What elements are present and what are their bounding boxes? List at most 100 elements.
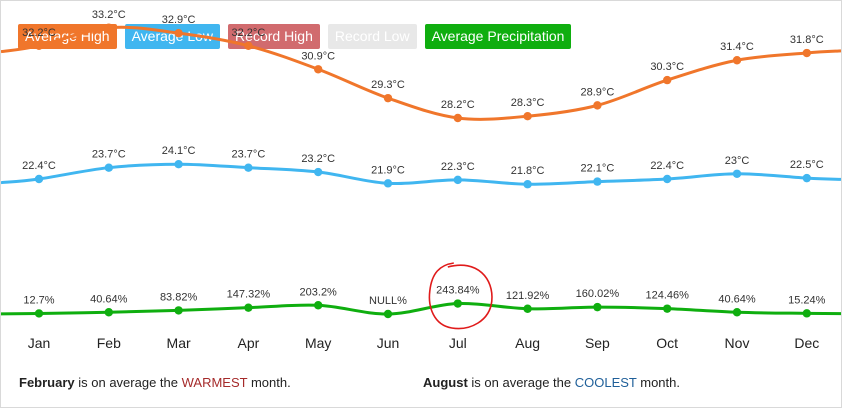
- month-tick-label: Jun: [377, 335, 400, 351]
- average-low-data-label: 23.7°C: [232, 149, 266, 161]
- average-precipitation-point: [244, 303, 253, 312]
- average-high-point: [104, 23, 114, 32]
- month-tick-label: Aug: [515, 335, 540, 351]
- average-high-line: [1, 25, 841, 121]
- line-chart: 32.2°C 33.2°C 32.9°C 32.2°C 30.9°C 29.3°C 28.2…: [1, 9, 841, 351]
- average-precipitation-data-label: NULL%: [369, 295, 407, 307]
- average-precipitation-data-label: 12.7%: [23, 294, 54, 306]
- average-precipitation-point: [174, 306, 183, 315]
- warmest-month: February: [19, 375, 75, 390]
- average-high-data-label: 32.2°C: [232, 27, 266, 39]
- month-tick-label: Jan: [28, 335, 51, 351]
- average-precipitation-point: [732, 308, 742, 317]
- average-precipitation-point: [523, 304, 532, 313]
- average-precipitation-data-label: 83.82%: [160, 291, 198, 303]
- average-high-point: [523, 111, 532, 121]
- legend-record-low-button[interactable]: Record Low: [327, 24, 417, 49]
- annotation-circle: [428, 262, 493, 330]
- average-high-data-label: 30.9°C: [301, 50, 335, 62]
- average-low-data-label: 23.2°C: [301, 153, 335, 165]
- average-precipitation-point: [383, 309, 393, 319]
- average-high-point: [593, 101, 602, 110]
- average-precipitation-line: [1, 301, 841, 316]
- average-high-data-label: 28.3°C: [511, 97, 545, 109]
- coolest-word: COOLEST: [574, 375, 637, 390]
- month-tick-label: Apr: [238, 335, 260, 351]
- coolest-text: is on average the: [467, 375, 575, 390]
- average-precipitation-point: [802, 309, 811, 318]
- average-low-data-label: 23°C: [725, 155, 750, 167]
- legend-average-precipitation-button[interactable]: Average Precipitation: [424, 24, 572, 49]
- warmest-summary: February is on average the WARMEST month…: [19, 375, 291, 390]
- average-low-data-label: 22.1°C: [581, 163, 615, 175]
- average-precipitation-data-label: 40.64%: [718, 293, 756, 305]
- month-tick-label: Feb: [97, 335, 121, 351]
- average-low-data-label: 21.9°C: [371, 164, 405, 176]
- average-precipitation-data-label: 40.64%: [90, 293, 128, 305]
- average-precipitation-data-label: 121.92%: [506, 290, 550, 302]
- average-high-data-label: 32.2°C: [22, 27, 56, 39]
- coolest-month: August: [423, 375, 468, 390]
- average-low-point: [244, 163, 253, 172]
- average-low-data-label: 22.5°C: [790, 159, 824, 171]
- month-tick-label: May: [305, 335, 331, 351]
- average-high-point: [802, 48, 811, 58]
- average-precipitation-data-label: 203.2%: [300, 286, 338, 298]
- average-low-line: [1, 162, 841, 186]
- average-low-point: [802, 173, 811, 183]
- month-tick-label: Sep: [585, 335, 610, 351]
- average-high-point: [732, 56, 742, 65]
- average-high-data-label: 31.8°C: [790, 34, 824, 46]
- average-precipitation-point: [34, 309, 44, 318]
- warmest-word: WARMEST: [181, 375, 248, 390]
- average-high-point: [244, 41, 253, 50]
- average-precipitation-point: [314, 301, 323, 310]
- average-high-data-label: 31.4°C: [720, 41, 754, 53]
- average-high-point: [453, 113, 462, 123]
- average-precipitation-point: [104, 308, 114, 317]
- average-low-point: [732, 169, 742, 178]
- warmest-text: is on average the: [74, 375, 182, 390]
- average-low-data-label: 24.1°C: [162, 145, 196, 157]
- average-low-data-label: 23.7°C: [92, 149, 126, 161]
- average-low-data-label: 22.3°C: [441, 161, 475, 173]
- average-low-point: [663, 174, 672, 184]
- average-low-point: [174, 160, 183, 169]
- average-precipitation-point: [663, 304, 672, 313]
- average-high-data-label: 29.3°C: [371, 79, 405, 91]
- average-high-point: [174, 28, 183, 38]
- average-high-data-label: 32.9°C: [162, 14, 196, 26]
- average-precipitation-data-label: 160.02%: [576, 288, 620, 300]
- average-precipitation-data-label: 15.24%: [788, 294, 826, 306]
- average-low-point: [593, 177, 602, 186]
- month-tick-label: Oct: [656, 335, 678, 351]
- average-low-point: [104, 163, 114, 172]
- average-low-data-label: 22.4°C: [22, 160, 56, 172]
- average-low-point: [453, 175, 462, 185]
- average-high-point: [383, 93, 393, 103]
- average-high-data-label: 30.3°C: [650, 61, 684, 73]
- month-tick-label: Dec: [794, 335, 819, 351]
- warmest-tail: month.: [247, 375, 291, 390]
- average-high-data-label: 28.9°C: [581, 86, 615, 98]
- average-high-point: [663, 75, 672, 85]
- average-low-point: [523, 180, 532, 189]
- month-tick-label: Mar: [167, 335, 191, 351]
- average-high-data-label: 33.2°C: [92, 9, 126, 21]
- average-precipitation-data-label: 124.46%: [645, 290, 689, 302]
- coolest-tail: month.: [636, 375, 680, 390]
- coolest-summary: August is on average the COOLEST month.: [423, 375, 680, 390]
- average-low-data-label: 21.8°C: [511, 165, 545, 177]
- average-low-point: [314, 167, 323, 177]
- average-precipitation-point: [453, 299, 462, 308]
- average-high-data-label: 28.2°C: [441, 99, 475, 111]
- average-precipitation-point: [593, 302, 602, 312]
- average-high-point: [34, 41, 44, 50]
- average-precipitation-data-label: 147.32%: [227, 289, 271, 301]
- month-tick-label: Nov: [725, 335, 750, 351]
- average-low-point: [383, 179, 393, 188]
- legend-average-low-button[interactable]: Average Low: [124, 24, 221, 49]
- month-tick-label: Jul: [449, 335, 467, 351]
- average-low-data-label: 22.4°C: [650, 160, 684, 172]
